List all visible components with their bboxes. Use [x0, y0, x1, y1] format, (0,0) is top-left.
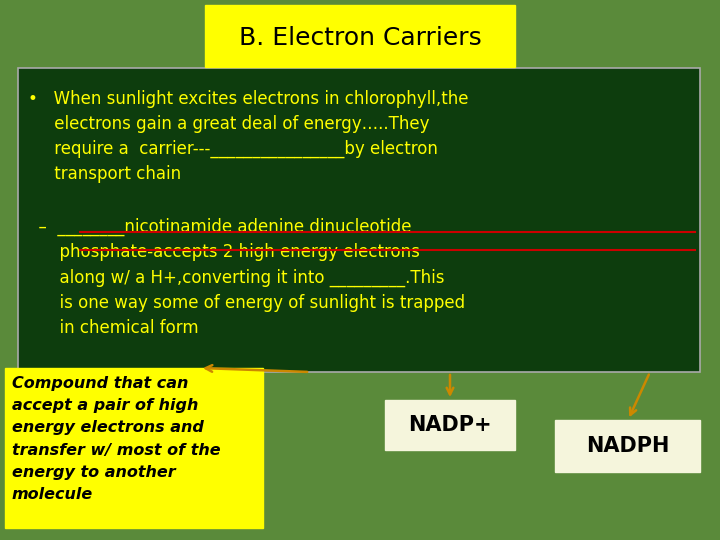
Text: NADP+: NADP+: [408, 415, 492, 435]
Text: •   When sunlight excites electrons in chlorophyll,the
     electrons gain a gre: • When sunlight excites electrons in chl…: [28, 90, 469, 183]
Bar: [385, 400, 515, 450]
Bar: [18, 68, 700, 372]
Bar: [5, 368, 263, 528]
Text: NADPH: NADPH: [586, 436, 670, 456]
Text: B. Electron Carriers: B. Electron Carriers: [238, 26, 482, 50]
Bar: [205, 5, 515, 67]
Text: Compound that can
accept a pair of high
energy electrons and
transfer w/ most of: Compound that can accept a pair of high …: [12, 376, 220, 502]
Bar: [555, 420, 700, 472]
Text: –  ________nicotinamide adenine dinucleotide
      phosphate-accepts 2 high ener: – ________nicotinamide adenine dinucleot…: [28, 218, 465, 336]
